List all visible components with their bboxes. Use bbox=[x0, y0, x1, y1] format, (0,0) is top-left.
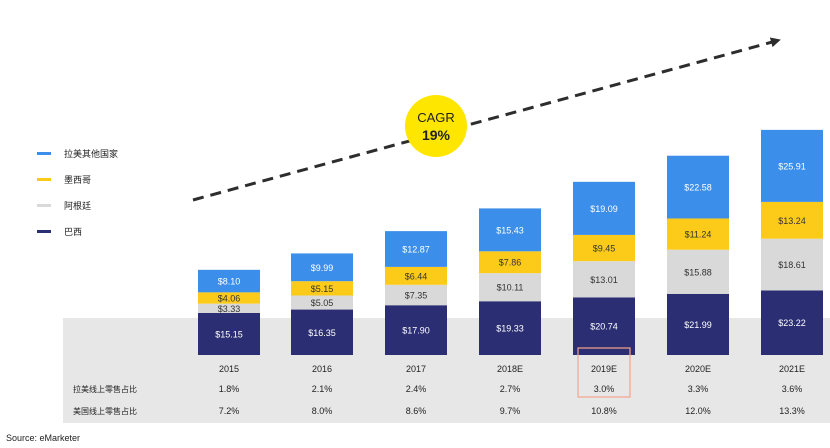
table-cell-2-2020E: 12.0% bbox=[685, 406, 711, 416]
table-cell-1-2017: 2.4% bbox=[406, 384, 427, 394]
bar-label-argentina-2019E: $13.01 bbox=[590, 275, 618, 285]
bar-other-latam-2019E bbox=[573, 181, 635, 235]
legend-label-argentina: 阿根廷 bbox=[64, 200, 91, 211]
table-cell-1-2021E: 3.6% bbox=[782, 384, 803, 394]
bar-label-argentina-2017: $7.35 bbox=[405, 291, 428, 301]
bar-label-brazil-2016: $16.35 bbox=[308, 328, 336, 338]
bar-other-latam-2017 bbox=[385, 231, 447, 267]
bar-label-mexico-2020E: $11.24 bbox=[685, 230, 712, 240]
bar-other-latam-2020E bbox=[667, 155, 729, 219]
bar-label-mexico-2016: $5.15 bbox=[311, 284, 334, 294]
bar-argentina-2021E bbox=[761, 238, 823, 291]
bar-argentina-2020E bbox=[667, 249, 729, 294]
legend-label-other-latam: 拉美其他国家 bbox=[64, 148, 118, 159]
bar-argentina-2016 bbox=[291, 295, 353, 310]
legend-label-brazil: 巴西 bbox=[64, 227, 82, 237]
bar-label-argentina-2021E: $18.61 bbox=[778, 260, 806, 270]
bar-label-mexico-2017: $6.44 bbox=[405, 271, 428, 281]
bar-label-other-latam-2019E: $19.09 bbox=[590, 204, 618, 214]
bar-label-argentina-2016: $5.05 bbox=[311, 298, 334, 308]
bar-brazil-2019E bbox=[573, 297, 635, 355]
bar-label-other-latam-2021E: $25.91 bbox=[778, 161, 806, 171]
bar-mexico-2017 bbox=[385, 266, 447, 285]
cagr-badge bbox=[405, 95, 467, 157]
table-cell-2-2018E: 9.7% bbox=[500, 406, 521, 416]
bar-label-mexico-2015: $4.06 bbox=[218, 293, 241, 303]
bar-label-argentina-2015: $3.33 bbox=[218, 304, 241, 314]
legend-swatch-argentina bbox=[37, 204, 51, 207]
bar-brazil-2016 bbox=[291, 309, 353, 355]
bar-label-mexico-2018E: $7.86 bbox=[499, 258, 522, 268]
category-label-2016: 2016 bbox=[312, 364, 332, 374]
bar-mexico-2015 bbox=[198, 292, 260, 304]
legend-swatch-brazil bbox=[37, 230, 51, 233]
bar-other-latam-2018E bbox=[479, 208, 541, 252]
bar-brazil-2020E bbox=[667, 293, 729, 355]
bar-argentina-2019E bbox=[573, 261, 635, 298]
bar-label-brazil-2015: $15.15 bbox=[215, 329, 243, 339]
trend-arrow bbox=[192, 37, 781, 202]
table-cell-2-2019E: 10.8% bbox=[591, 406, 617, 416]
table-row-label-1: 拉美线上零售占比 bbox=[73, 384, 137, 394]
bar-mexico-2021E bbox=[761, 201, 823, 239]
bar-label-mexico-2019E: $9.45 bbox=[593, 244, 616, 254]
trend-group: CAGR 19% bbox=[192, 37, 781, 202]
bar-label-brazil-2021E: $23.22 bbox=[778, 318, 806, 328]
table-cell-2-2016: 8.0% bbox=[312, 406, 333, 416]
bar-other-latam-2015 bbox=[198, 269, 260, 293]
table-cell-2-2021E: 13.3% bbox=[779, 406, 805, 416]
bar-mexico-2018E bbox=[479, 251, 541, 274]
bar-label-brazil-2020E: $21.99 bbox=[684, 320, 712, 330]
category-label-2021E: 2021E bbox=[779, 364, 805, 374]
bar-label-other-latam-2020E: $22.58 bbox=[684, 183, 712, 193]
table-cell-1-2018E: 2.7% bbox=[500, 384, 521, 394]
bar-brazil-2015 bbox=[198, 312, 260, 355]
bar-other-latam-2021E bbox=[761, 129, 823, 202]
cagr-label: CAGR bbox=[417, 110, 455, 125]
category-label-2017: 2017 bbox=[406, 364, 426, 374]
highlight-box bbox=[577, 347, 631, 398]
data-table: 2015 2016 2017 2018E 2019E 2020E 2021E 拉美线上零售占比… bbox=[73, 347, 805, 416]
source-note: Source: eMarketer bbox=[6, 433, 80, 443]
bar-label-brazil-2018E: $19.33 bbox=[496, 324, 524, 334]
table-cell-1-2020E: 3.3% bbox=[688, 384, 709, 394]
bar-label-brazil-2017: $17.90 bbox=[402, 326, 430, 336]
bar-brazil-2018E bbox=[479, 301, 541, 355]
category-label-2015: 2015 bbox=[219, 364, 239, 374]
cagr-value: 19% bbox=[422, 127, 451, 143]
table-row-label-2: 美国线上零售占比 bbox=[73, 406, 137, 416]
table-cell-1-2019E: 3.0% bbox=[594, 384, 615, 394]
bar-mexico-2019E bbox=[573, 234, 635, 262]
bar-label-brazil-2019E: $20.74 bbox=[590, 322, 618, 332]
legend-label-mexico: 墨西哥 bbox=[64, 175, 91, 185]
table-cell-1-2015: 1.8% bbox=[219, 384, 240, 394]
bar-argentina-2018E bbox=[479, 273, 541, 302]
legend-swatch-mexico bbox=[37, 178, 51, 181]
table-cell-2-2015: 7.2% bbox=[219, 406, 240, 416]
category-label-2019E: 2019E bbox=[591, 364, 617, 374]
bar-label-other-latam-2015: $8.10 bbox=[218, 277, 241, 287]
bar-label-mexico-2021E: $13.24 bbox=[778, 216, 806, 226]
bar-label-other-latam-2016: $9.99 bbox=[311, 263, 334, 273]
table-cell-1-2016: 2.1% bbox=[312, 384, 333, 394]
bar-other-latam-2016 bbox=[291, 253, 353, 282]
bar-label-argentina-2020E: $15.88 bbox=[684, 267, 712, 277]
bar-mexico-2020E bbox=[667, 218, 729, 250]
table-cell-2-2017: 8.6% bbox=[406, 406, 427, 416]
bar-mexico-2016 bbox=[291, 281, 353, 296]
category-label-2018E: 2018E bbox=[497, 364, 523, 374]
bar-label-other-latam-2018E: $15.43 bbox=[496, 225, 524, 235]
bar-argentina-2015 bbox=[198, 303, 260, 313]
category-label-2020E: 2020E bbox=[685, 364, 711, 374]
bar-argentina-2017 bbox=[385, 284, 447, 306]
bar-brazil-2021E bbox=[761, 290, 823, 355]
bar-label-other-latam-2017: $12.87 bbox=[402, 245, 430, 255]
legend-swatch-other-latam bbox=[37, 152, 51, 155]
bars-group: $15.15 $3.33$4.06 $8.10 $16.35 $5.05 $5.15 $9.… bbox=[198, 129, 823, 355]
bar-label-argentina-2018E: $10.11 bbox=[497, 283, 524, 293]
bar-brazil-2017 bbox=[385, 305, 447, 355]
